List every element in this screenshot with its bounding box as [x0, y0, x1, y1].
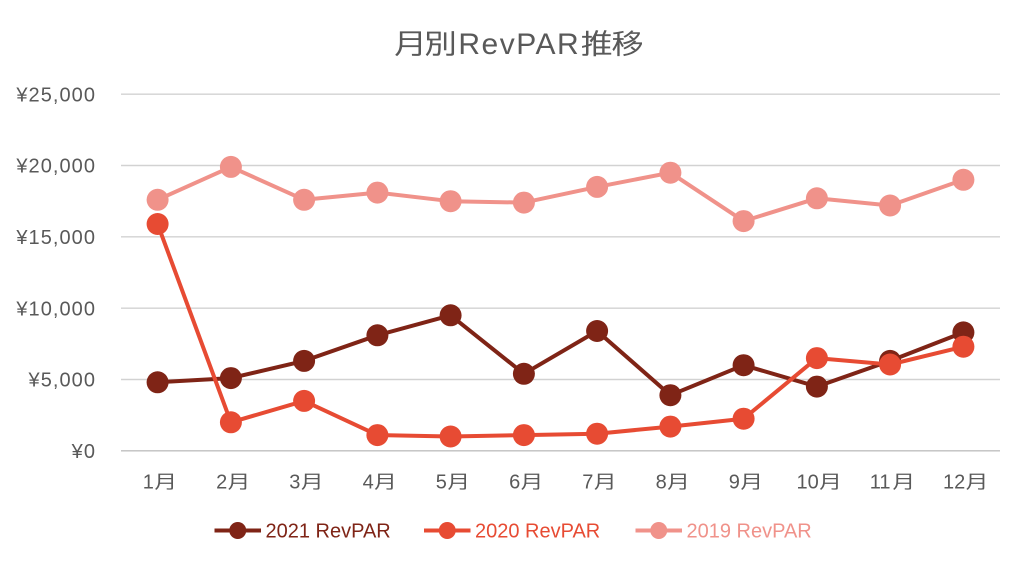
svg-text:¥25,000: ¥25,000 — [15, 84, 96, 106]
svg-text:7: 7 — [582, 471, 593, 493]
svg-text:3: 3 — [289, 471, 300, 493]
svg-text:9: 9 — [729, 471, 740, 493]
svg-text:10: 10 — [797, 471, 819, 493]
svg-text:2019 RevPAR: 2019 RevPAR — [687, 521, 812, 543]
svg-text:¥5,000: ¥5,000 — [28, 370, 96, 392]
svg-text:8: 8 — [656, 471, 667, 493]
svg-text:¥15,000: ¥15,000 — [15, 227, 96, 249]
svg-text:2020 RevPAR: 2020 RevPAR — [475, 521, 600, 543]
svg-text:2: 2 — [216, 471, 227, 493]
svg-text:2021 RevPAR: 2021 RevPAR — [266, 521, 391, 543]
svg-text:¥0: ¥0 — [71, 441, 96, 463]
svg-text:4: 4 — [363, 471, 374, 493]
svg-text:5: 5 — [436, 471, 447, 493]
svg-text:1: 1 — [143, 471, 154, 493]
svg-text:11: 11 — [870, 471, 891, 493]
svg-text:¥10,000: ¥10,000 — [15, 298, 96, 320]
svg-text:RevPAR: RevPAR — [458, 28, 580, 61]
svg-text:12: 12 — [943, 471, 965, 493]
svg-text:6: 6 — [509, 471, 520, 493]
svg-text:¥20,000: ¥20,000 — [15, 156, 96, 178]
